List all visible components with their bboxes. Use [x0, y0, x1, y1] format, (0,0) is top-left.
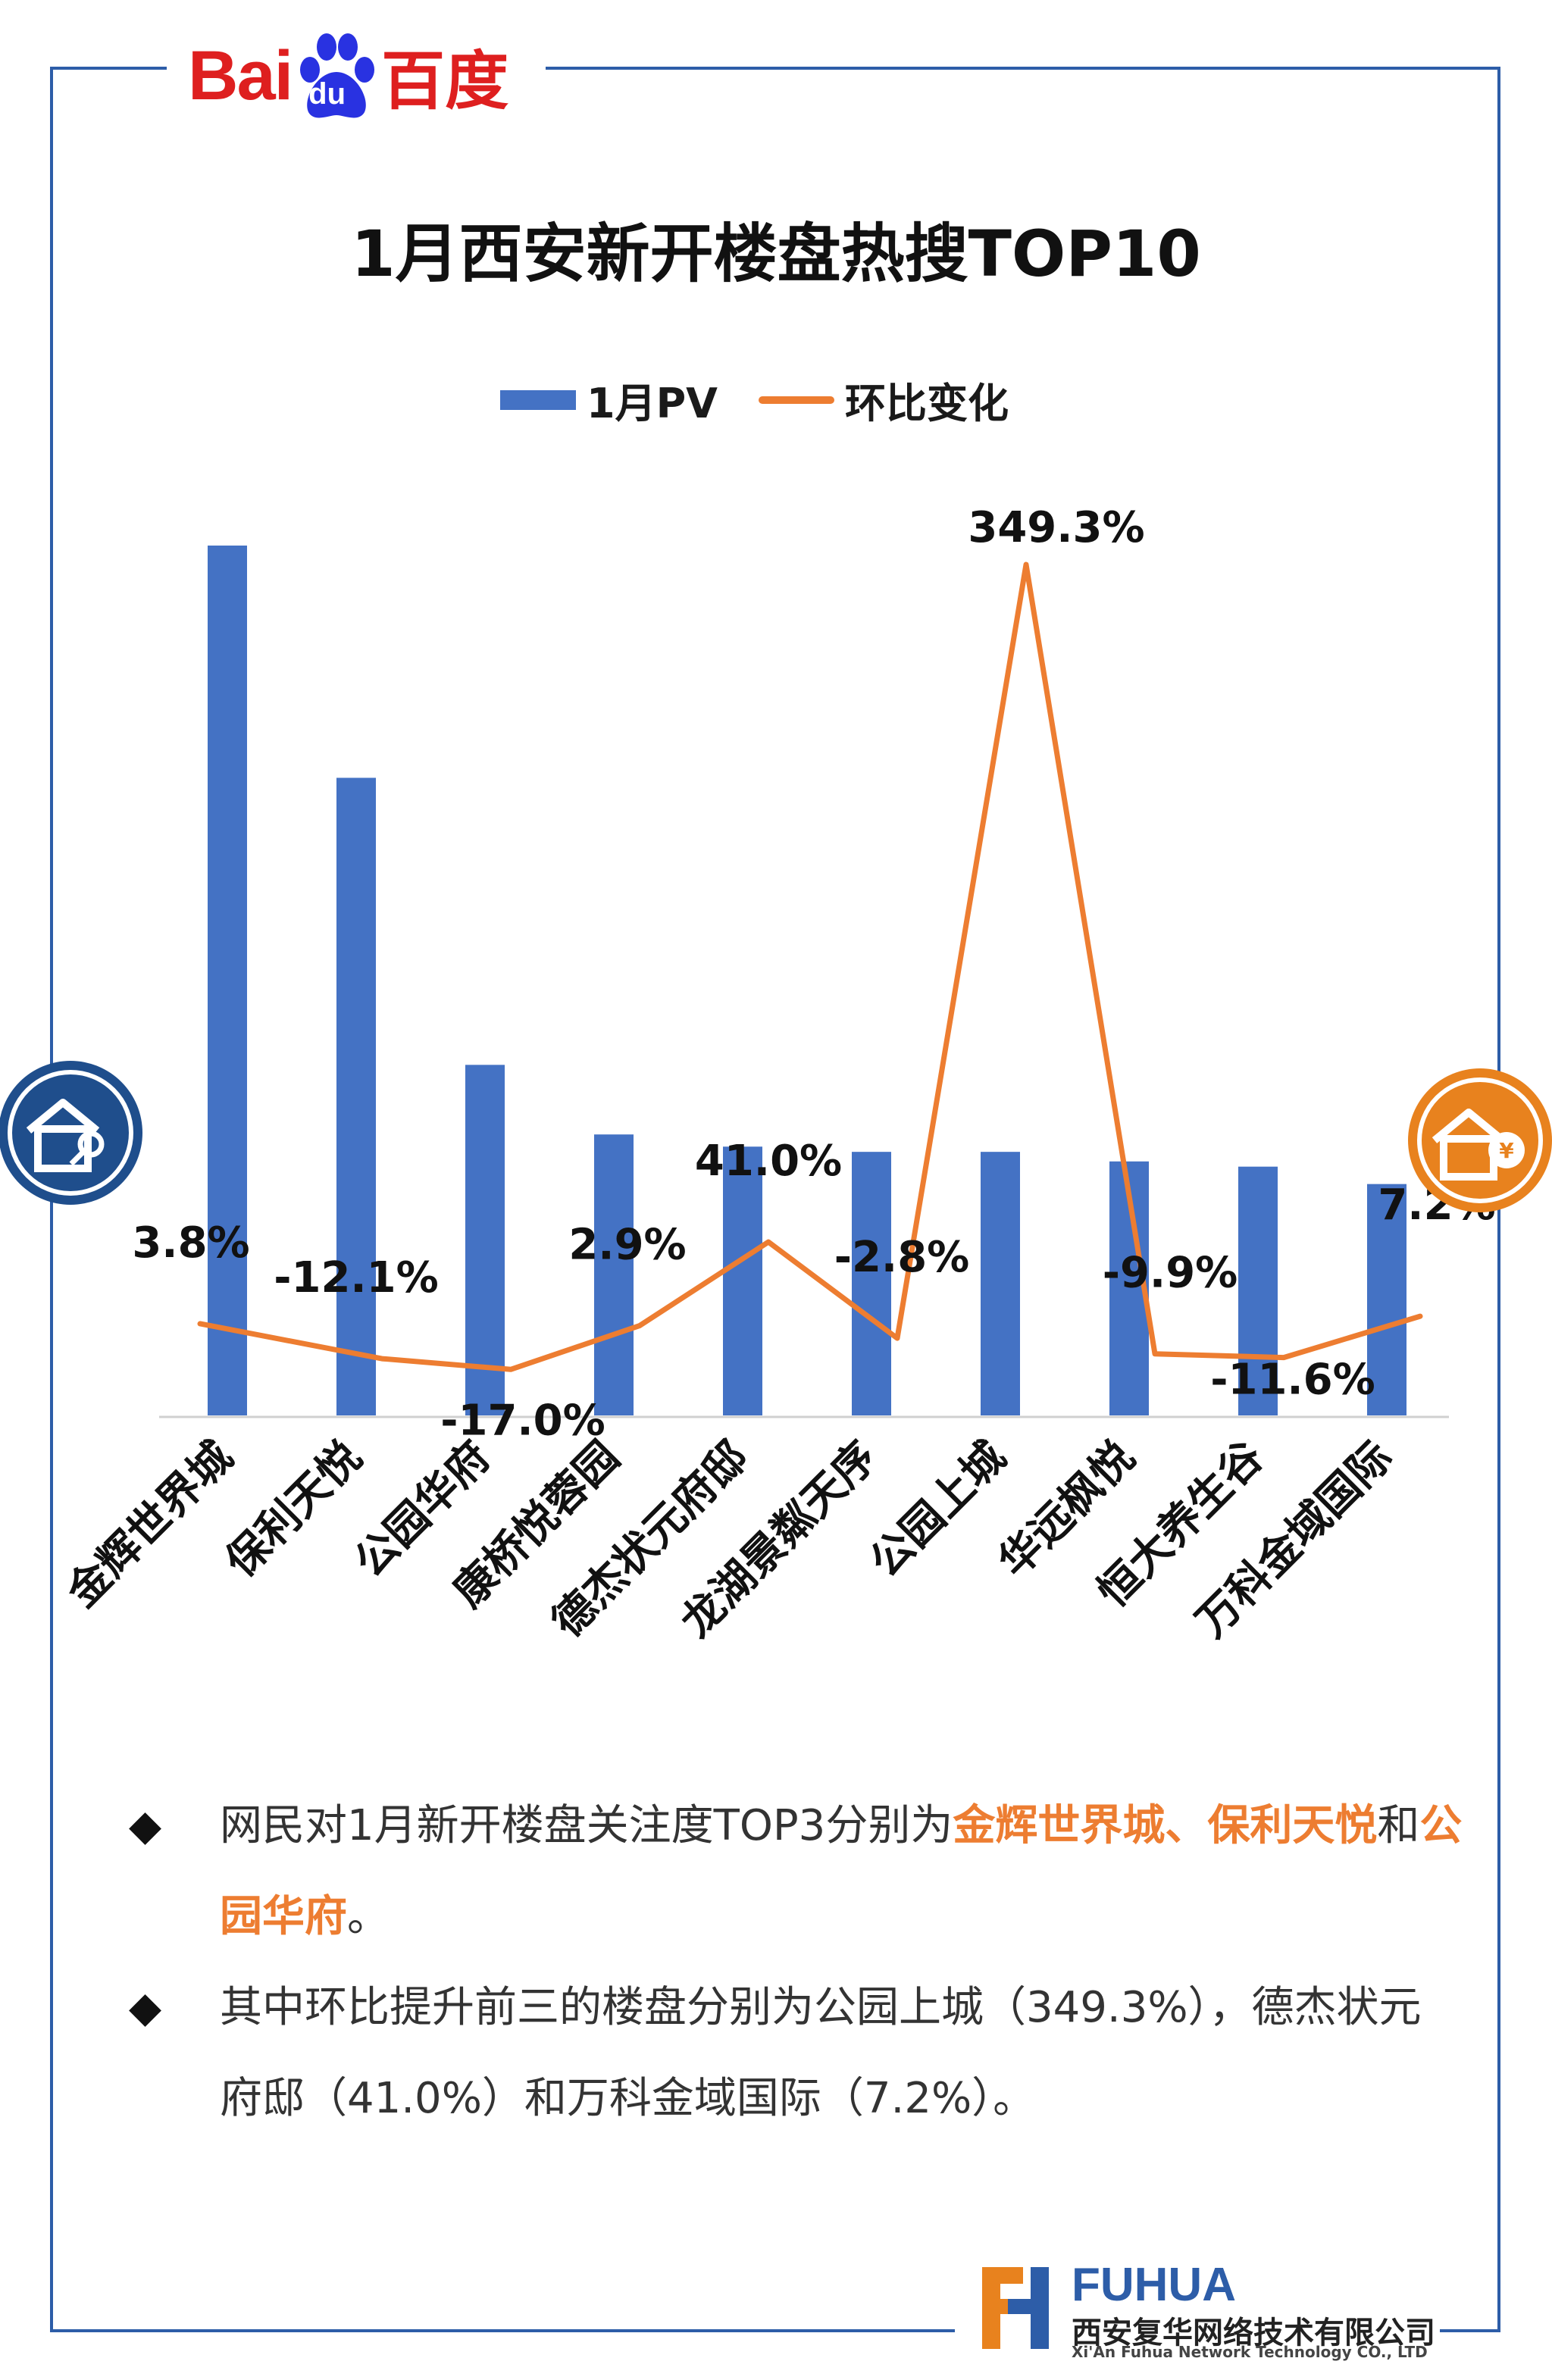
- footer-brand-en-full: Xi'An Fuhua Network Technology CO., LTD: [1072, 2343, 1428, 2361]
- x-tick-label-1: 金辉世界城: [57, 1432, 242, 1618]
- chart-title: 1月西安新开楼盘热搜TOP10: [351, 217, 1201, 291]
- bar-7: [981, 1152, 1020, 1415]
- data-label-1: 3.8%: [132, 1218, 249, 1268]
- baidu-logo-du: du: [308, 77, 346, 111]
- data-label-2: -12.1%: [274, 1253, 439, 1303]
- bar-10: [1367, 1184, 1406, 1415]
- data-label-9: -11.6%: [1210, 1356, 1375, 1405]
- line-series-change: [197, 561, 1423, 1372]
- bar-4: [594, 1134, 634, 1415]
- baidu-logo-latin: Bai: [188, 36, 293, 114]
- baidu-logo: Bai du 百度: [188, 30, 508, 121]
- summary-notes: ◆ 网民对1月新开楼盘关注度TOP3分别为金辉世界城、保利天悦和公园华府。 ◆ …: [129, 1781, 1463, 2144]
- footer-brand-cn: 西安复华网络技术有限公司: [1072, 2316, 1435, 2350]
- bar-3: [465, 1065, 505, 1415]
- combo-chart: 3.8% -12.1% -17.0% 2.9%41.0% -2.8% 349.3% -9.9…: [57, 503, 1495, 1647]
- bar-5: [723, 1146, 762, 1415]
- note-text: 和: [1377, 1801, 1420, 1850]
- bar-6: [852, 1152, 891, 1415]
- data-label-3: -17.0%: [440, 1396, 605, 1445]
- note-text: 。: [347, 1892, 390, 1941]
- footer-brand-en: FUHUA: [1072, 2259, 1236, 2311]
- legend-label-line: 环比变化: [844, 380, 1009, 427]
- legend-label-bar: 1月PV: [587, 380, 718, 427]
- note-highlight: 公园华府: [220, 1801, 1463, 1941]
- legend-swatch-bar: [500, 389, 576, 410]
- data-label-4: 2.9%: [568, 1221, 686, 1270]
- note-text: 其中环比提升前三的楼盘分别为公园上城（349.3%），德杰状元府邸（41.0%）…: [220, 1983, 1422, 2123]
- legend-swatch-line: [758, 396, 834, 404]
- baidu-logo-cn: 百度: [381, 43, 509, 118]
- diamond-bullet-icon: ◆: [129, 1983, 162, 2032]
- fuhua-mark-icon: [982, 2267, 1049, 2349]
- note-item: ◆ 其中环比提升前三的楼盘分别为公园上城（349.3%），德杰状元府邸（41.0…: [129, 1962, 1463, 2144]
- bar-2: [336, 777, 376, 1415]
- chart-legend: 1月PV 环比变化: [500, 370, 1009, 430]
- note-item: ◆ 网民对1月新开楼盘关注度TOP3分别为金辉世界城、保利天悦和公园华府。: [129, 1781, 1463, 1962]
- fuhua-logo: FUHUA 西安复华网络技术有限公司 Xi'An Fuhua Network T…: [978, 2258, 1435, 2364]
- note-highlight: 金辉世界城、保利天悦: [953, 1801, 1378, 1850]
- diamond-bullet-icon: ◆: [129, 1801, 162, 1850]
- bar-9: [1238, 1166, 1278, 1415]
- house-yen-icon: ¥: [1408, 1068, 1552, 1212]
- x-tick-label-2: 保利天悦: [217, 1432, 371, 1587]
- baidu-paw-icon: du: [295, 30, 378, 121]
- house-key-icon: [0, 1061, 142, 1205]
- data-label-6: -2.8%: [834, 1233, 970, 1282]
- data-label-8: -9.9%: [1103, 1249, 1238, 1298]
- data-label-7: 349.3%: [968, 503, 1144, 552]
- svg-text:¥: ¥: [1499, 1138, 1514, 1163]
- bar-1: [208, 546, 247, 1415]
- note-text: 网民对1月新开楼盘关注度TOP3分别为: [220, 1801, 953, 1850]
- x-tick-label-7: 公园上城: [861, 1432, 1015, 1587]
- data-label-5: 41.0%: [695, 1137, 842, 1186]
